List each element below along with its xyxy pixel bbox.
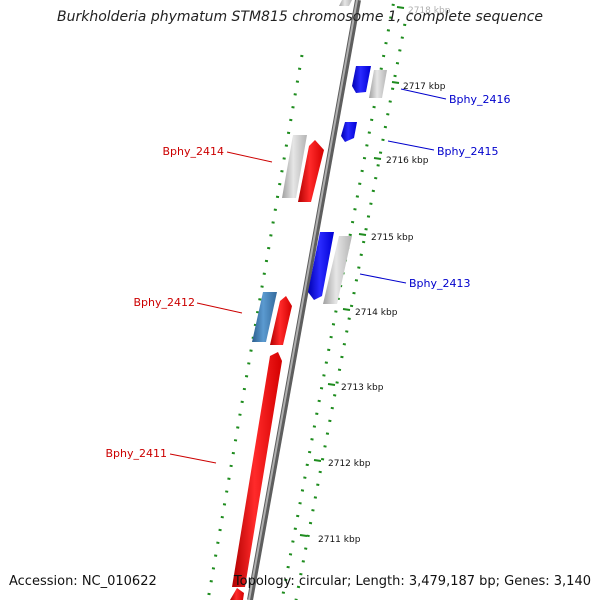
tick-label-2716: 2716 kbp: [386, 156, 429, 166]
track-guide-inner-right: [294, 17, 408, 600]
leader-line: [400, 88, 447, 100]
leader-line: [359, 273, 407, 284]
position-ticks: [299, 6, 405, 537]
position-tick-labels: 2718 kbp 2717 kbp 2716 kbp 2715 kbp 2714…: [318, 6, 451, 545]
gene-feature-bphy-2412[interactable]: [252, 292, 277, 342]
track-guides: [206, 0, 408, 600]
gene-feature-bphy-2416[interactable]: [352, 66, 371, 93]
gene-features: [230, 0, 387, 600]
tick-label-2718: 2718 kbp: [408, 6, 451, 16]
gene-feature[interactable]: [339, 0, 352, 6]
gene-feature-bphy-2413[interactable]: [308, 232, 334, 300]
gene-feature-bphy-2411[interactable]: [232, 352, 282, 587]
gene-label-bphy-2413[interactable]: Bphy_2413: [409, 277, 471, 290]
gene-feature[interactable]: [270, 296, 292, 345]
gene-feature[interactable]: [369, 70, 387, 98]
tick-label-2714: 2714 kbp: [355, 308, 398, 318]
track-guide-outer-left: [206, 54, 304, 600]
tick-label-2715: 2715 kbp: [371, 233, 414, 243]
gene-feature-bphy-2415[interactable]: [341, 122, 357, 142]
leader-line: [387, 140, 435, 151]
tick-label-2713: 2713 kbp: [341, 383, 384, 393]
leader-line: [226, 151, 273, 163]
leader-line: [169, 453, 217, 464]
gene-label-bphy-2412[interactable]: Bphy_2412: [133, 296, 195, 309]
gene-label-bphy-2416[interactable]: Bphy_2416: [449, 93, 511, 106]
sequence-summary: Topology: circular; Length: 3,479,187 bp…: [233, 574, 591, 589]
accession-label: Accession: NC_010622: [9, 574, 157, 589]
gene-label-bphy-2414[interactable]: Bphy_2414: [162, 145, 224, 158]
chromosome-backbone: [247, 0, 361, 600]
gene-label-bphy-2415[interactable]: Bphy_2415: [437, 145, 499, 158]
tick-label-2712: 2712 kbp: [328, 459, 371, 469]
gene-feature[interactable]: [282, 135, 307, 198]
map-title: Burkholderia phymatum STM815 chromosome …: [56, 9, 543, 25]
gene-feature[interactable]: [323, 236, 352, 304]
leader-line: [196, 302, 243, 314]
gene-feature[interactable]: [230, 588, 244, 600]
gene-label-bphy-2411[interactable]: Bphy_2411: [105, 447, 167, 460]
gene-feature-bphy-2414[interactable]: [298, 140, 324, 202]
gene-labels: Bphy_2416 Bphy_2415 Bphy_2414 Bphy_2413 …: [105, 88, 511, 464]
tick-label-2711: 2711 kbp: [318, 535, 361, 545]
tick-label-2717: 2717 kbp: [403, 82, 446, 92]
